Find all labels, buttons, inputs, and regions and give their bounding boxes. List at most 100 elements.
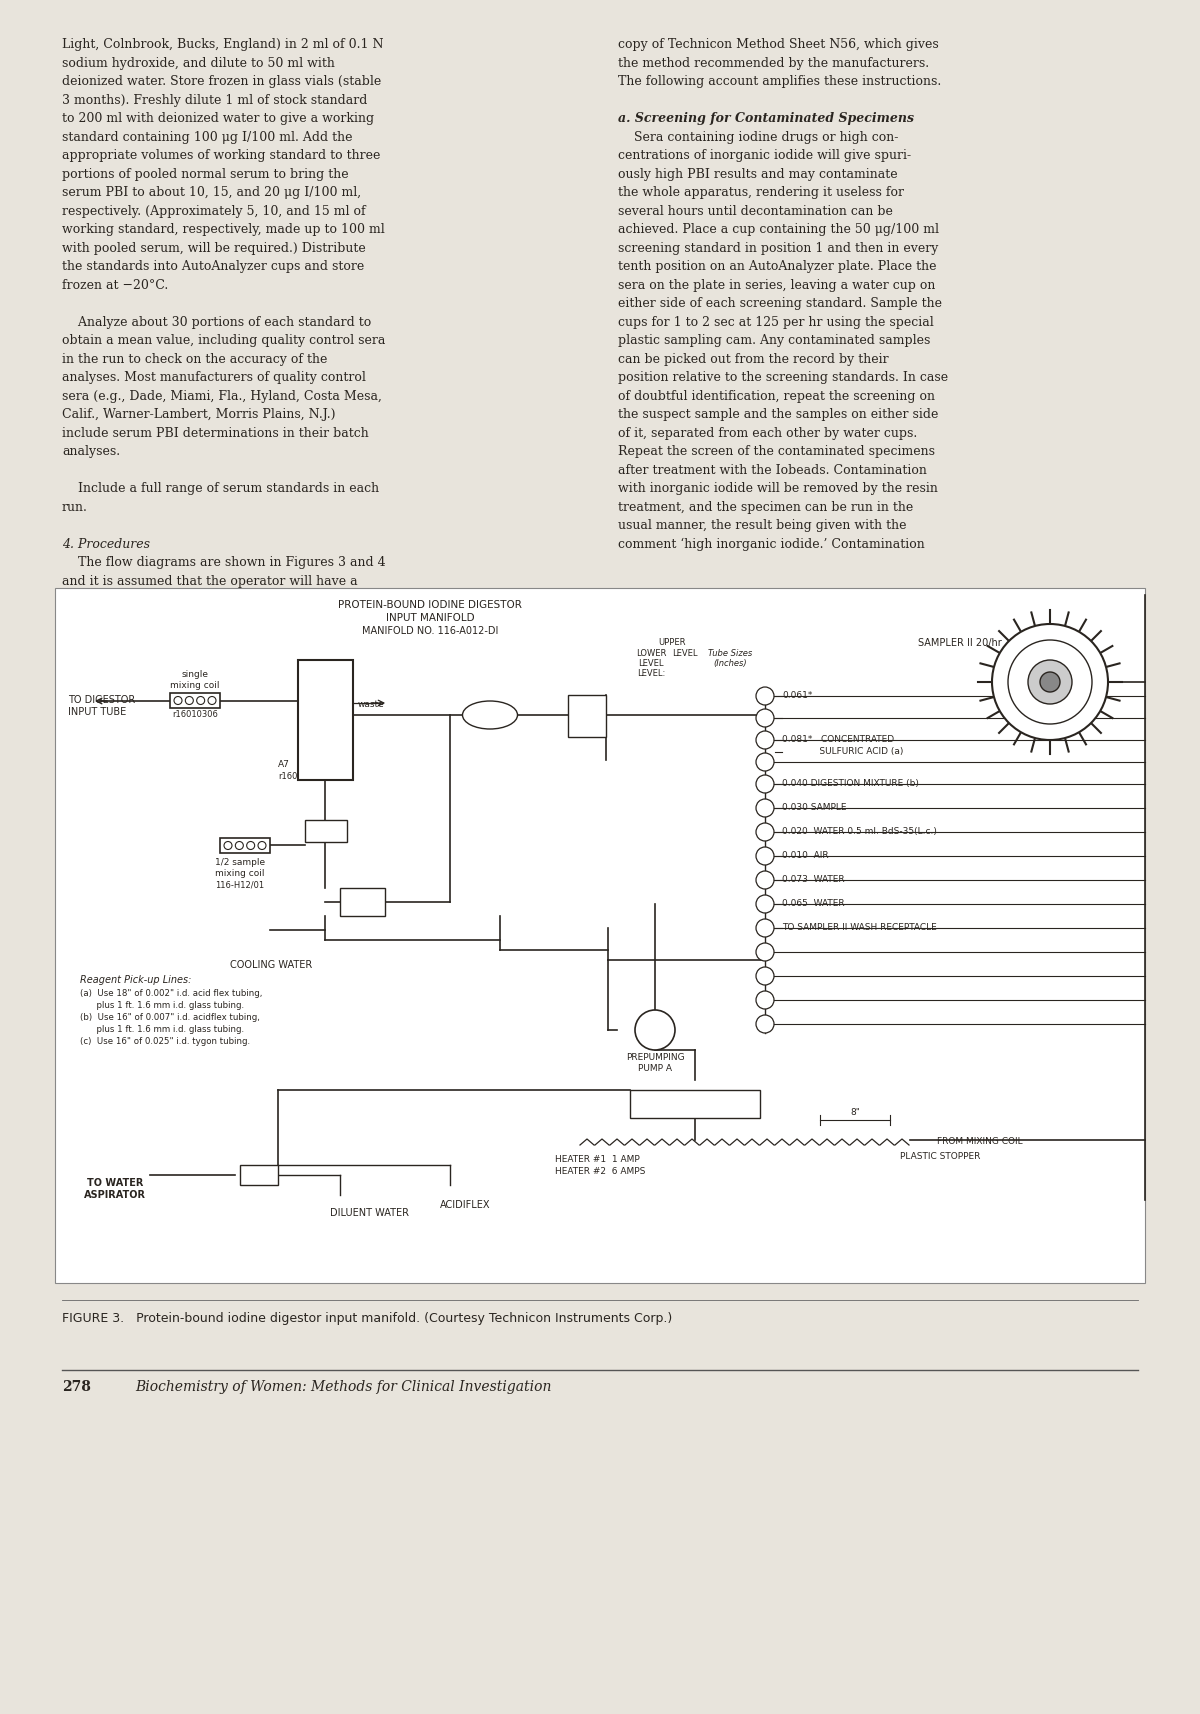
Text: 116-H12/01: 116-H12/01 xyxy=(215,879,264,890)
Text: can be picked out from the record by their: can be picked out from the record by the… xyxy=(618,353,889,365)
Text: 8": 8" xyxy=(850,1107,860,1118)
Text: include serum PBI determinations in their batch: include serum PBI determinations in thei… xyxy=(62,427,368,439)
Text: 2: 2 xyxy=(763,713,767,723)
Text: 0.040 DIGESTION MIXTURE (b): 0.040 DIGESTION MIXTURE (b) xyxy=(782,778,919,788)
Text: LOWER: LOWER xyxy=(636,650,666,658)
Circle shape xyxy=(756,847,774,866)
Text: 0.073  WATER: 0.073 WATER xyxy=(782,876,845,884)
Text: plastic sampling cam. Any contaminated samples: plastic sampling cam. Any contaminated s… xyxy=(618,334,930,346)
Text: Repeat the screen of the contaminated specimens: Repeat the screen of the contaminated sp… xyxy=(618,446,935,458)
Text: Calif., Warner-Lambert, Morris Plains, N.J.): Calif., Warner-Lambert, Morris Plains, N… xyxy=(62,408,336,422)
Text: HEATER #1  1 AMP: HEATER #1 1 AMP xyxy=(554,1155,640,1164)
Text: tenth position on an AutoAnalyzer plate. Place the: tenth position on an AutoAnalyzer plate.… xyxy=(618,261,936,273)
Text: of doubtful identification, repeat the screening on: of doubtful identification, repeat the s… xyxy=(618,389,935,403)
Circle shape xyxy=(756,967,774,986)
Text: the suspect sample and the samples on either side: the suspect sample and the samples on ei… xyxy=(618,408,938,422)
Circle shape xyxy=(235,842,244,850)
Text: cups for 1 to 2 sec at 125 per hr using the special: cups for 1 to 2 sec at 125 per hr using … xyxy=(618,315,934,329)
Text: 1/2 sample: 1/2 sample xyxy=(215,859,265,867)
Text: The flow diagrams are shown in Figures 3 and 4: The flow diagrams are shown in Figures 3… xyxy=(62,555,385,569)
Text: Include a full range of serum standards in each: Include a full range of serum standards … xyxy=(62,482,379,495)
Text: INPUT TUBE: INPUT TUBE xyxy=(68,706,126,716)
Text: (Inches): (Inches) xyxy=(713,658,746,668)
Text: ASPIRATOR: ASPIRATOR xyxy=(84,1190,146,1200)
Text: in the run to check on the accuracy of the: in the run to check on the accuracy of t… xyxy=(62,353,328,365)
Text: INPUT MANIFOLD: INPUT MANIFOLD xyxy=(385,614,474,622)
Circle shape xyxy=(756,823,774,842)
Text: either side of each screening standard. Sample the: either side of each screening standard. … xyxy=(618,297,942,310)
Text: standard containing 100 μg I/100 ml. Add the: standard containing 100 μg I/100 ml. Add… xyxy=(62,130,353,144)
Text: and it is assumed that the operator will have a: and it is assumed that the operator will… xyxy=(62,574,358,588)
Text: the method recommended by the manufacturers.: the method recommended by the manufactur… xyxy=(618,57,929,70)
Text: 14: 14 xyxy=(760,996,770,1004)
Text: 3 months). Freshly dilute 1 ml of stock standard: 3 months). Freshly dilute 1 ml of stock … xyxy=(62,94,367,106)
Bar xyxy=(305,819,347,842)
Text: HO: HO xyxy=(577,708,596,718)
Text: 10: 10 xyxy=(760,900,770,908)
Circle shape xyxy=(258,842,266,850)
Text: sera (e.g., Dade, Miami, Fla., Hyland, Costa Mesa,: sera (e.g., Dade, Miami, Fla., Hyland, C… xyxy=(62,389,382,403)
Text: 8: 8 xyxy=(763,852,767,860)
Circle shape xyxy=(756,752,774,771)
Text: 12: 12 xyxy=(761,948,769,956)
Text: COOLING WATER: COOLING WATER xyxy=(230,960,312,970)
Text: 0.065  WATER: 0.065 WATER xyxy=(782,900,845,908)
Text: PREPUMPING: PREPUMPING xyxy=(625,1052,684,1063)
Text: sodium hydroxide, and dilute to 50 ml with: sodium hydroxide, and dilute to 50 ml wi… xyxy=(62,57,335,70)
Text: 3: 3 xyxy=(762,735,768,744)
Text: DIGESTOR: DIGESTOR xyxy=(670,1092,720,1102)
Text: D7: D7 xyxy=(319,824,332,835)
Text: 1: 1 xyxy=(763,691,767,701)
Circle shape xyxy=(756,775,774,794)
Text: Biochemistry of Women: Methods for Clinical Investigation: Biochemistry of Women: Methods for Clini… xyxy=(134,1380,551,1393)
Text: appropriate volumes of working standard to three: appropriate volumes of working standard … xyxy=(62,149,380,163)
Text: the standards into AutoAnalyzer cups and store: the standards into AutoAnalyzer cups and… xyxy=(62,261,365,273)
Text: comment ‘high inorganic iodide.’ Contamination: comment ‘high inorganic iodide.’ Contami… xyxy=(618,538,925,550)
Text: deionized water. Store frozen in glass vials (stable: deionized water. Store frozen in glass v… xyxy=(62,75,382,87)
Text: The following account amplifies these instructions.: The following account amplifies these in… xyxy=(618,75,941,87)
Text: serum PBI to about 10, 15, and 20 μg I/100 ml,: serum PBI to about 10, 15, and 20 μg I/1… xyxy=(62,187,361,199)
Text: 11: 11 xyxy=(761,924,769,932)
Text: 13: 13 xyxy=(760,972,770,980)
Text: FIGURE 3.   Protein-bound iodine digestor input manifold. (Courtesy Technicon In: FIGURE 3. Protein-bound iodine digestor … xyxy=(62,1311,672,1325)
Text: PROTEIN-BOUND IODINE DIGESTOR: PROTEIN-BOUND IODINE DIGESTOR xyxy=(338,600,522,610)
Text: Analyze about 30 portions of each standard to: Analyze about 30 portions of each standa… xyxy=(62,315,371,329)
Text: 0.081*   CONCENTRATED: 0.081* CONCENTRATED xyxy=(782,735,894,744)
Text: Light, Colnbrook, Bucks, England) in 2 ml of 0.1 N: Light, Colnbrook, Bucks, England) in 2 m… xyxy=(62,38,384,51)
Text: JD U3: JD U3 xyxy=(247,1167,271,1178)
Bar xyxy=(220,838,270,854)
Text: 116-dr20: 116-dr20 xyxy=(470,716,509,727)
Text: UPPER: UPPER xyxy=(659,638,685,646)
Circle shape xyxy=(1040,672,1060,692)
Text: 278: 278 xyxy=(62,1380,91,1393)
Text: frozen at −20°C.: frozen at −20°C. xyxy=(62,278,168,291)
Text: plus 1 ft. 1.6 mm i.d. glass tubing.: plus 1 ft. 1.6 mm i.d. glass tubing. xyxy=(80,1025,244,1034)
Circle shape xyxy=(756,943,774,962)
Text: a. Screening for Contaminated Specimens: a. Screening for Contaminated Specimens xyxy=(618,111,914,125)
Text: r160141: r160141 xyxy=(278,771,313,782)
Text: 9: 9 xyxy=(762,876,768,884)
Circle shape xyxy=(185,696,193,704)
Text: respectively. (Approximately 5, 10, and 15 ml of: respectively. (Approximately 5, 10, and … xyxy=(62,204,366,218)
Text: treatment, and the specimen can be run in the: treatment, and the specimen can be run i… xyxy=(618,500,913,514)
Text: position relative to the screening standards. In case: position relative to the screening stand… xyxy=(618,370,948,384)
Text: the whole apparatus, rendering it useless for: the whole apparatus, rendering it useles… xyxy=(618,187,904,199)
Text: (a)  Use 18" of 0.002" i.d. acid flex tubing,: (a) Use 18" of 0.002" i.d. acid flex tub… xyxy=(80,989,263,998)
Text: 0.010  AIR: 0.010 AIR xyxy=(782,850,829,860)
Text: TO DIGESTOR: TO DIGESTOR xyxy=(68,694,136,704)
Text: SULFURIC ACID (a): SULFURIC ACID (a) xyxy=(782,747,904,756)
Text: TO SAMPLER II WASH RECEPTACLE: TO SAMPLER II WASH RECEPTACLE xyxy=(782,924,937,932)
Bar xyxy=(240,1166,278,1184)
Text: PUMP A: PUMP A xyxy=(638,1064,672,1073)
Text: of it, separated from each other by water cups.: of it, separated from each other by wate… xyxy=(618,427,917,439)
Text: LEVEL: LEVEL xyxy=(672,650,697,658)
Text: 6-9 rpm: 6-9 rpm xyxy=(678,1104,712,1112)
Text: DILUENT WATER: DILUENT WATER xyxy=(330,1208,409,1219)
Ellipse shape xyxy=(462,701,517,728)
Text: mixing coil: mixing coil xyxy=(215,869,264,878)
Text: single: single xyxy=(181,670,209,679)
Text: with pooled serum, will be required.) Distribute: with pooled serum, will be required.) Di… xyxy=(62,242,366,254)
Text: plus 1 ft. 1.6 mm i.d. glass tubing.: plus 1 ft. 1.6 mm i.d. glass tubing. xyxy=(80,1001,244,1010)
Circle shape xyxy=(247,842,254,850)
Text: ously high PBI results and may contaminate: ously high PBI results and may contamina… xyxy=(618,168,898,180)
